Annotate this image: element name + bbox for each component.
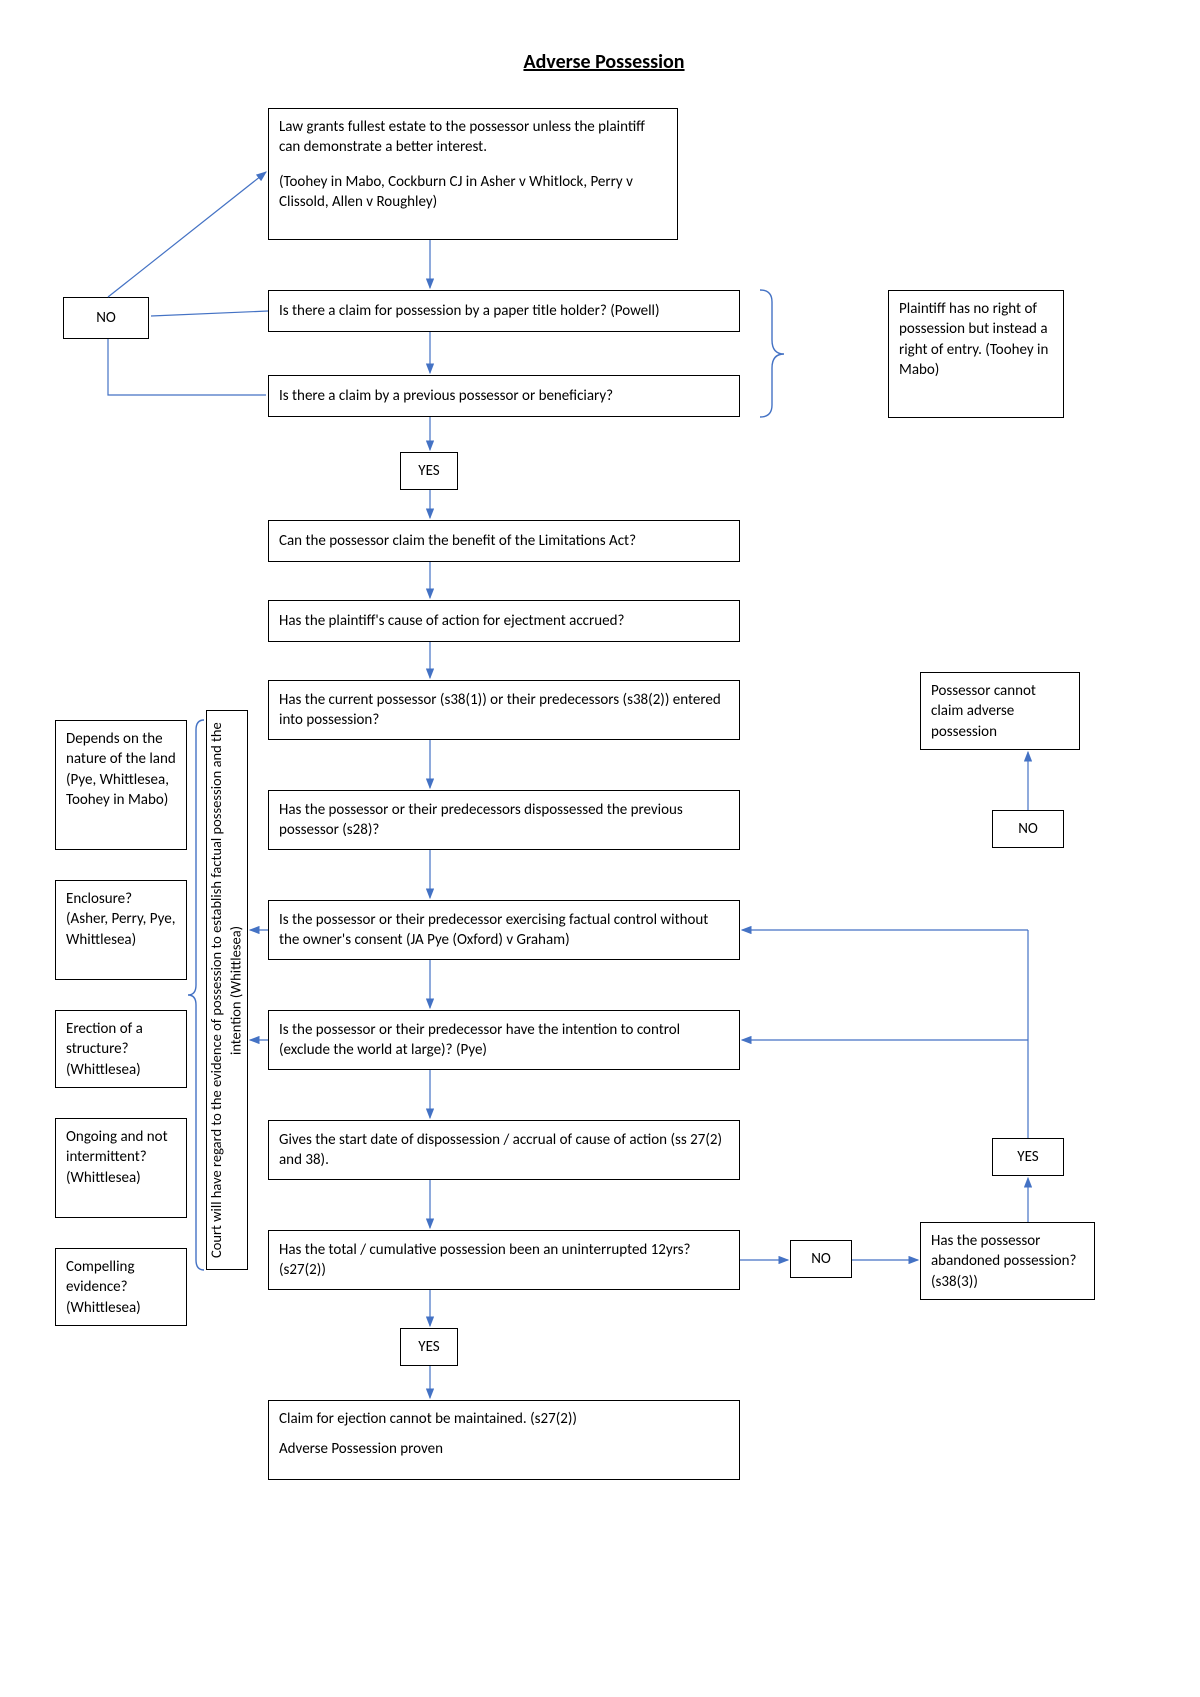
page-title: Adverse Possession xyxy=(504,50,704,74)
b1-line1: Law grants fullest estate to the possess… xyxy=(279,117,667,158)
box-vertical-court: Court will have regard to the evidence o… xyxy=(206,710,248,1270)
b12-line1: Claim for ejection cannot be maintained.… xyxy=(279,1409,729,1429)
vert-text: Court will have regard to the evidence o… xyxy=(207,717,246,1263)
box-left-nature: Depends on the nature of the land (Pye, … xyxy=(55,720,187,850)
box-dispossessed: Has the possessor or their predecessors … xyxy=(268,790,740,850)
box-start-date: Gives the start date of dispossession / … xyxy=(268,1120,740,1180)
box-left-structure: Erection of a structure? (Whittlesea) xyxy=(55,1010,187,1088)
left2-text: Enclosure? (Asher, Perry, Pye, Whittlese… xyxy=(66,890,175,949)
b9-text: Is the possessor or their predecessor ha… xyxy=(279,1020,729,1061)
box-limitations-act: Can the possessor claim the benefit of t… xyxy=(268,520,740,562)
b10-text: Gives the start date of dispossession / … xyxy=(279,1130,729,1171)
no-box-mid: NO xyxy=(790,1240,852,1278)
box-claim-proven: Claim for ejection cannot be maintained.… xyxy=(268,1400,740,1480)
yes2-label: YES xyxy=(418,1337,439,1357)
yes-box-right: YES xyxy=(992,1138,1064,1176)
b6-text: Has the current possessor (s38(1)) or th… xyxy=(279,690,729,731)
b5-text: Has the plaintiff's cause of action for … xyxy=(279,611,624,631)
yes-box-1: YES xyxy=(400,452,458,490)
box-previous-possessor: Is there a claim by a previous possessor… xyxy=(268,375,740,417)
no-label: NO xyxy=(96,308,116,328)
left4-text: Ongoing and not intermittent? (Whittlese… xyxy=(66,1128,168,1187)
no-right-label: NO xyxy=(1018,819,1038,839)
left3-text: Erection of a structure? (Whittlesea) xyxy=(66,1020,143,1079)
box-abandoned: Has the possessor abandoned possession? … xyxy=(920,1222,1095,1300)
right2-text: Possessor cannot claim adverse possessio… xyxy=(931,682,1036,741)
no-box-top: NO xyxy=(63,297,149,339)
box-law-grants: Law grants fullest estate to the possess… xyxy=(268,108,678,240)
b3-text: Is there a claim by a previous possessor… xyxy=(279,386,613,406)
b7-text: Has the possessor or their predecessors … xyxy=(279,800,729,841)
box-right-of-entry: Plaintiff has no right of possession but… xyxy=(888,290,1064,418)
right1-text: Plaintiff has no right of possession but… xyxy=(899,300,1048,379)
b1-line2: (Toohey in Mabo, Cockburn CJ in Asher v … xyxy=(279,172,667,213)
box-left-ongoing: Ongoing and not intermittent? (Whittlese… xyxy=(55,1118,187,1218)
no-box-right: NO xyxy=(992,810,1064,848)
box-intention-control: Is the possessor or their predecessor ha… xyxy=(268,1010,740,1070)
b12-line2: Adverse Possession proven xyxy=(279,1439,729,1459)
yes-box-2: YES xyxy=(400,1328,458,1366)
box-left-enclosure: Enclosure? (Asher, Perry, Pye, Whittlese… xyxy=(55,880,187,980)
yes-right-label: YES xyxy=(1017,1147,1038,1167)
box-factual-control: Is the possessor or their predecessor ex… xyxy=(268,900,740,960)
no-mid-label: NO xyxy=(811,1249,831,1269)
box-12yrs: Has the total / cumulative possession be… xyxy=(268,1230,740,1290)
box-left-compelling: Compelling evidence? (Whittlesea) xyxy=(55,1248,187,1326)
box-entered-possession: Has the current possessor (s38(1)) or th… xyxy=(268,680,740,740)
yes1-label: YES xyxy=(418,461,439,481)
b11-text: Has the total / cumulative possession be… xyxy=(279,1240,729,1281)
box-cause-accrued: Has the plaintiff's cause of action for … xyxy=(268,600,740,642)
right3-text: Has the possessor abandoned possession? … xyxy=(931,1232,1076,1291)
left1-text: Depends on the nature of the land (Pye, … xyxy=(66,730,176,809)
box-paper-title: Is there a claim for possession by a pap… xyxy=(268,290,740,332)
b4-text: Can the possessor claim the benefit of t… xyxy=(279,531,636,551)
left5-text: Compelling evidence? (Whittlesea) xyxy=(66,1258,141,1317)
box-cannot-claim: Possessor cannot claim adverse possessio… xyxy=(920,672,1080,750)
b8-text: Is the possessor or their predecessor ex… xyxy=(279,910,729,951)
b2-text: Is there a claim for possession by a pap… xyxy=(279,301,660,321)
